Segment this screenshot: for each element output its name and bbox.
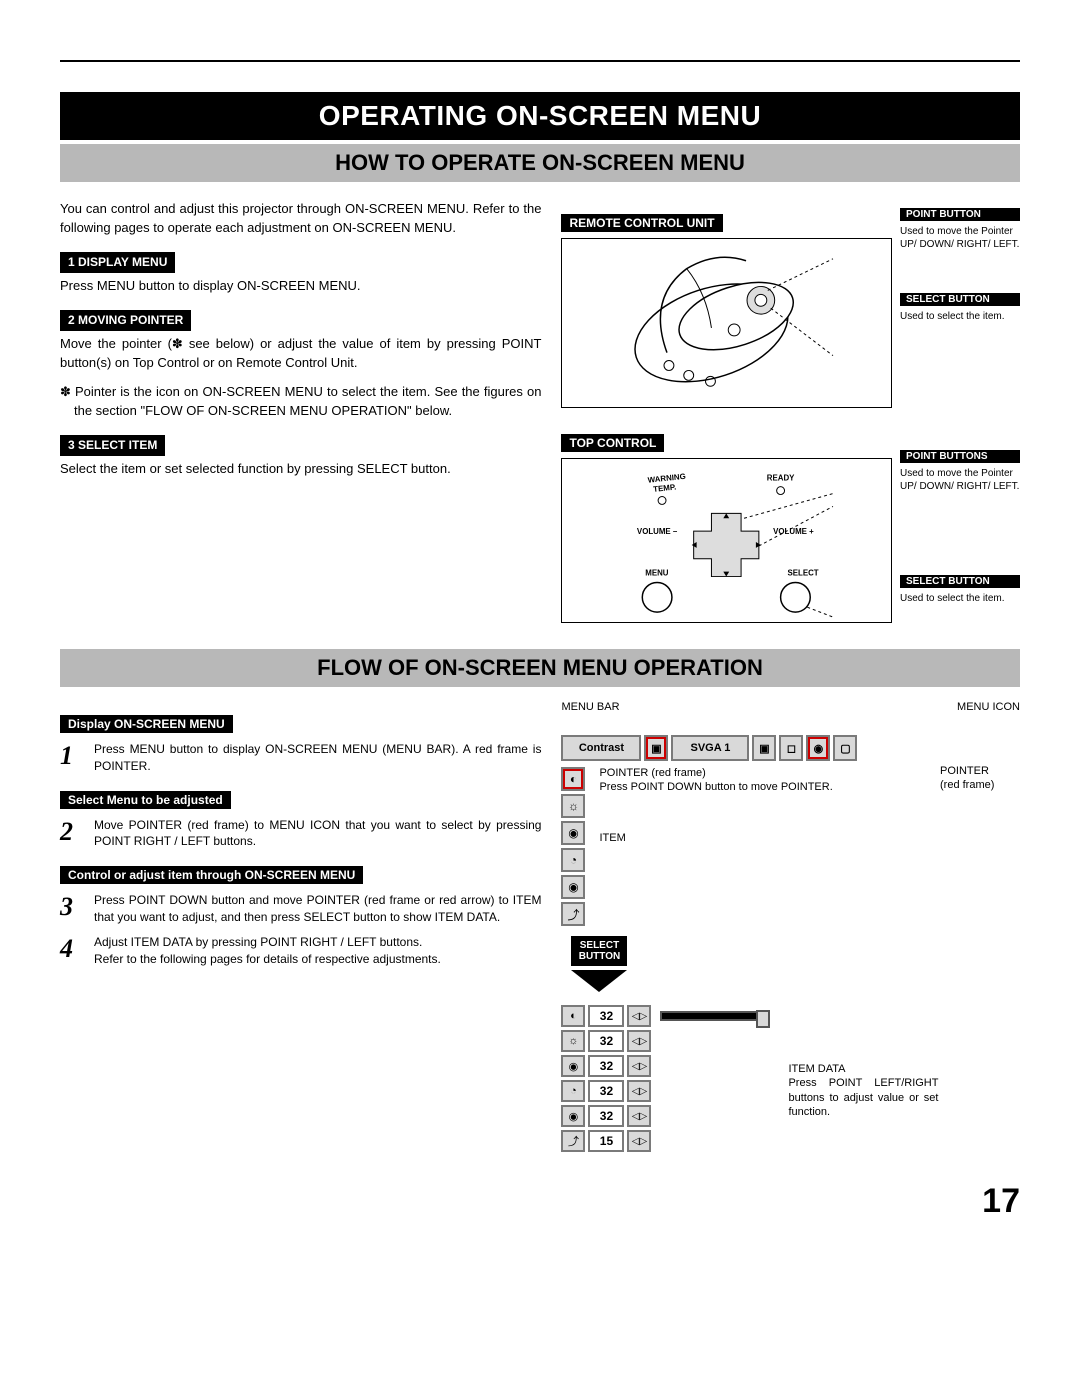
point-buttons-caption: Used to move the Pointer UP/ DOWN/ RIGHT… (900, 467, 1020, 493)
step-2-num: 2 (60, 817, 82, 847)
item-ann: ITEM (599, 831, 926, 845)
data-row-1: ☼ 32 ◁▷ (561, 1030, 770, 1052)
top-rule (60, 60, 1020, 62)
itemdata-label: ITEM DATA (788, 1062, 938, 1076)
step2-label: 2 MOVING POINTER (60, 310, 191, 331)
strip-1: ◐ (561, 767, 585, 791)
step-1-num: 1 (60, 741, 82, 771)
flow-s2: Move POINTER (red frame) to MENU ICON th… (94, 817, 541, 851)
svg-text:VOLUME –: VOLUME – (637, 527, 678, 536)
remote-label: REMOTE CONTROL UNIT (561, 214, 722, 232)
flow-h1: Display ON-SCREEN MENU (60, 715, 233, 733)
menu-icon-1: ▣ (644, 735, 668, 761)
page-number: 17 (60, 1182, 1020, 1221)
svga-cell: SVGA 1 (671, 735, 749, 761)
menubar-label: MENU BAR (561, 701, 619, 713)
flow-s4b: Refer to the following pages for details… (94, 952, 441, 966)
select-button-tag: SELECT BUTTON (900, 293, 1020, 306)
step3-label: 3 SELECT ITEM (60, 435, 165, 456)
main-title: OPERATING ON-SCREEN MENU (60, 92, 1020, 140)
icon-strip: ◐ ☼ ◉ ◔ ◉ ⤴ (561, 767, 585, 926)
select-button-box: SELECT BUTTON (571, 936, 627, 966)
pointer-ann: POINTER (red frame) Press POINT DOWN but… (599, 766, 926, 795)
menu-icon-5: ▢ (833, 735, 857, 761)
slider (660, 1011, 770, 1021)
select-button-caption2: Used to select the item. (900, 592, 1020, 605)
point-buttons-tag: POINT BUTTONS (900, 450, 1020, 463)
contrast-cell: Contrast (561, 735, 641, 761)
pointer-label: POINTER (940, 764, 1020, 778)
menu-bar: Contrast ▣ SVGA 1 ▣ ◻ ◉ ▢ (561, 735, 1020, 761)
menuicon-label: MENU ICON (957, 701, 1020, 713)
strip-4: ◔ (561, 848, 585, 872)
step-3-num: 3 (60, 892, 82, 922)
point-button-caption: Used to move the Pointer UP/ DOWN/ RIGHT… (900, 225, 1020, 251)
data-row-3: ◔ 32 ◁▷ (561, 1080, 770, 1102)
strip-5: ◉ (561, 875, 585, 899)
top-control-diagram: WARNING TEMP. READY VOLUME – VOLUME + ME… (561, 458, 892, 623)
flow-h2: Select Menu to be adjusted (60, 791, 231, 809)
svg-text:TEMP.: TEMP. (653, 482, 677, 493)
svg-text:READY: READY (767, 474, 795, 483)
strip-6: ⤴ (561, 902, 585, 926)
step1-text: Press MENU button to display ON-SCREEN M… (60, 277, 541, 296)
select-button-tag2: SELECT BUTTON (900, 575, 1020, 588)
down-arrow-icon (571, 970, 627, 992)
step3-text: Select the item or set selected function… (60, 460, 541, 479)
pointer-note: ✽ Pointer is the icon on ON-SCREEN MENU … (60, 383, 541, 421)
select-button-caption: Used to select the item. (900, 310, 1020, 323)
section1-title: HOW TO OPERATE ON-SCREEN MENU (60, 144, 1020, 182)
menu-icon-2: ▣ (752, 735, 776, 761)
remote-diagram (561, 238, 892, 408)
strip-3: ◉ (561, 821, 585, 845)
menu-icon-4: ◉ (806, 735, 830, 761)
data-row-0: ◐ 32 ◁▷ (561, 1005, 770, 1027)
flow-h3: Control or adjust item through ON-SCREEN… (60, 866, 363, 884)
itemdata-text: Press POINT LEFT/RIGHT buttons to adjust… (788, 1076, 938, 1119)
redframe-label: (red frame) (940, 778, 1020, 792)
intro-text: You can control and adjust this projecto… (60, 200, 541, 238)
section2-title: FLOW OF ON-SCREEN MENU OPERATION (60, 649, 1020, 687)
svg-text:VOLUME +: VOLUME + (774, 527, 815, 536)
svg-text:MENU: MENU (646, 569, 670, 578)
data-row-2: ◉ 32 ◁▷ (561, 1055, 770, 1077)
strip-2: ☼ (561, 794, 585, 818)
menu-icon-3: ◻ (779, 735, 803, 761)
data-row-5: ⤴ 15 ◁▷ (561, 1130, 770, 1152)
svg-text:SELECT: SELECT (788, 569, 819, 578)
step2-text: Move the pointer (✽ see below) or adjust… (60, 335, 541, 373)
flow-s3: Press POINT DOWN button and move POINTER… (94, 892, 541, 926)
flow-s1: Press MENU button to display ON-SCREEN M… (94, 741, 541, 775)
point-button-tag: POINT BUTTON (900, 208, 1020, 221)
flow-s4a: Adjust ITEM DATA by pressing POINT RIGHT… (94, 935, 422, 949)
top-control-label: TOP CONTROL (561, 434, 664, 452)
step-4-num: 4 (60, 934, 82, 964)
data-row-4: ◉ 32 ◁▷ (561, 1105, 770, 1127)
step1-label: 1 DISPLAY MENU (60, 252, 175, 273)
